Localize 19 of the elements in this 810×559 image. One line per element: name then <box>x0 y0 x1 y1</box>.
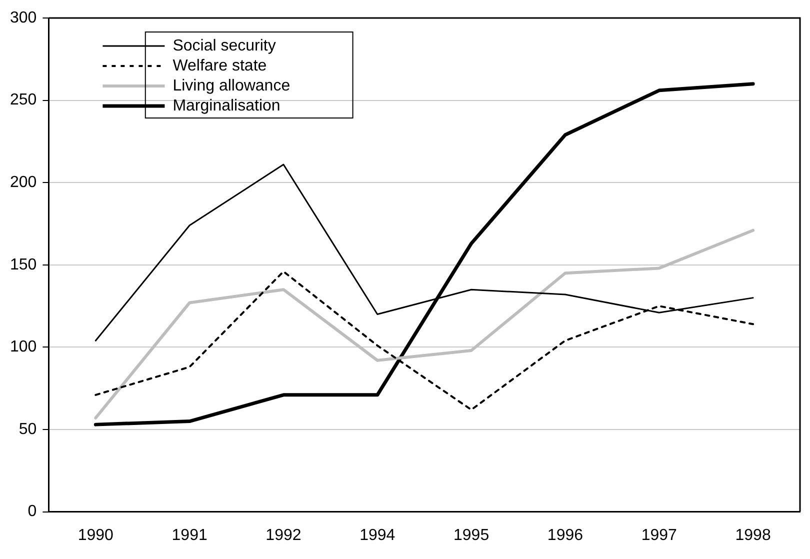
x-tick-label: 1995 <box>454 526 490 544</box>
legend-label: Living allowance <box>172 77 290 94</box>
y-tick-label: 100 <box>10 338 37 356</box>
x-tick-label: 1990 <box>78 526 114 544</box>
legend-label: Marginalisation <box>172 97 280 114</box>
x-tick-label: 1994 <box>360 526 396 544</box>
x-tick-label: 1992 <box>266 526 302 544</box>
y-tick-label: 0 <box>28 503 37 520</box>
y-tick-label: 150 <box>10 256 37 274</box>
y-tick-label: 200 <box>10 174 37 192</box>
x-tick-label: 1997 <box>641 526 678 544</box>
x-tick-label: 1998 <box>735 526 771 544</box>
legend-label: Social security <box>172 37 276 54</box>
x-tick-label: 1996 <box>547 526 584 544</box>
y-tick-label: 250 <box>10 92 37 109</box>
y-tick-label: 50 <box>18 420 37 438</box>
legend-label: Welfare state <box>172 57 267 74</box>
y-tick-label: 300 <box>10 9 37 26</box>
x-tick-label: 1991 <box>172 526 208 544</box>
